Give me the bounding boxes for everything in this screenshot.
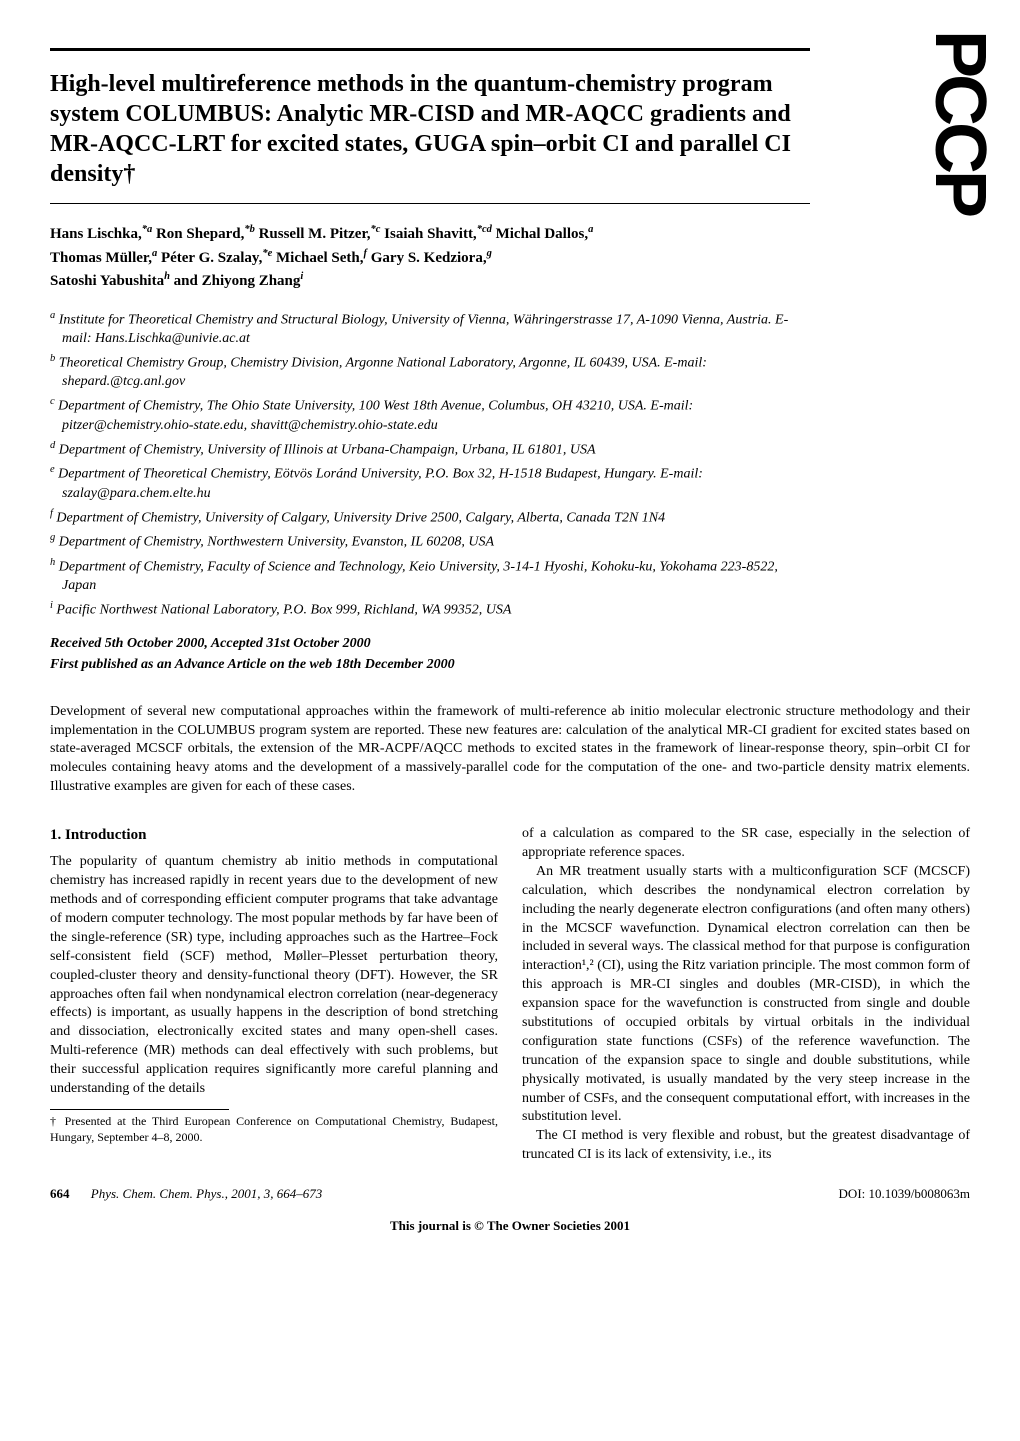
body-paragraph: of a calculation as compared to the SR c… — [522, 825, 970, 863]
author: Thomas Müller, — [50, 250, 152, 266]
affiliation: d Department of Chemistry, University of… — [50, 439, 810, 461]
aff-text: Department of Chemistry, Faculty of Scie… — [55, 560, 778, 594]
published-date: First published as an Advance Article on… — [50, 656, 810, 675]
author: Isaiah Shavitt, — [384, 226, 477, 242]
affiliation: c Department of Chemistry, The Ohio Stat… — [50, 395, 810, 435]
affiliation: b Theoretical Chemistry Group, Chemistry… — [50, 352, 810, 392]
abstract: Development of several new computational… — [50, 703, 970, 797]
affil-sup: a — [152, 248, 157, 259]
publication-dates: Received 5th October 2000, Accepted 31st… — [50, 635, 810, 675]
affiliation: h Department of Chemistry, Faculty of Sc… — [50, 556, 810, 596]
affiliation-list: a Institute for Theoretical Chemistry an… — [50, 309, 810, 621]
affil-sup: i — [300, 271, 303, 282]
author: Gary S. Kedziora, — [371, 250, 487, 266]
aff-text: Institute for Theoretical Chemistry and … — [55, 312, 788, 346]
aff-text: Department of Chemistry, Northwestern Un… — [55, 535, 494, 550]
author: Russell M. Pitzer, — [259, 226, 371, 242]
footnote-separator — [50, 1109, 229, 1110]
body-columns: 1. Introduction The popularity of quantu… — [50, 825, 970, 1165]
affil-sup: *cd — [477, 224, 492, 235]
aff-text: Department of Chemistry, The Ohio State … — [55, 399, 694, 433]
journal-citation: Phys. Chem. Chem. Phys., 2001, 3, 664–67… — [91, 1186, 322, 1201]
affil-sup: *e — [262, 248, 272, 259]
affil-sup: h — [164, 271, 170, 282]
top-rule — [50, 48, 810, 51]
author: Péter G. Szalay, — [161, 250, 262, 266]
affil-sup: g — [487, 248, 492, 259]
affiliation: a Institute for Theoretical Chemistry an… — [50, 309, 810, 349]
aff-text: Department of Theoretical Chemistry, Eöt… — [55, 467, 703, 501]
affil-sup: a — [588, 224, 593, 235]
affiliation: f Department of Chemistry, University of… — [50, 507, 810, 529]
doi: DOI: 10.1039/b008063m — [839, 1185, 970, 1203]
affil-sup: *a — [142, 224, 153, 235]
author: and Zhiyong Zhang — [174, 273, 301, 289]
page-number: 664 — [50, 1186, 70, 1201]
copyright-line: This journal is © The Owner Societies 20… — [50, 1217, 970, 1235]
aff-text: Pacific Northwest National Laboratory, P… — [53, 603, 512, 618]
author-list: Hans Lischka,*a Ron Shepard,*b Russell M… — [50, 222, 810, 293]
aff-text: Theoretical Chemistry Group, Chemistry D… — [55, 356, 707, 390]
affil-sup: *c — [370, 224, 380, 235]
title-rule — [50, 203, 810, 204]
aff-text: Department of Chemistry, University of C… — [53, 510, 665, 525]
column-left: 1. Introduction The popularity of quantu… — [50, 825, 498, 1165]
affil-sup: f — [364, 248, 368, 259]
article-title: High-level multireference methods in the… — [50, 69, 810, 189]
affiliation: e Department of Theoretical Chemistry, E… — [50, 463, 810, 503]
affiliation: g Department of Chemistry, Northwestern … — [50, 531, 810, 553]
section-heading: 1. Introduction — [50, 825, 498, 845]
author: Michael Seth, — [276, 250, 364, 266]
author: Satoshi Yabushita — [50, 273, 164, 289]
author: Michal Dallos, — [496, 226, 589, 242]
page-footer: 664 Phys. Chem. Chem. Phys., 2001, 3, 66… — [50, 1185, 970, 1203]
journal-logo: PCCP — [929, 30, 990, 214]
author: Ron Shepard, — [156, 226, 244, 242]
footnote: † Presented at the Third European Confer… — [50, 1114, 498, 1145]
aff-text: Department of Chemistry, University of I… — [55, 442, 595, 457]
body-paragraph: An MR treatment usually starts with a mu… — [522, 863, 970, 1127]
column-right: of a calculation as compared to the SR c… — [522, 825, 970, 1165]
received-date: Received 5th October 2000, Accepted 31st… — [50, 635, 810, 654]
body-paragraph: The CI method is very flexible and robus… — [522, 1127, 970, 1165]
body-paragraph: The popularity of quantum chemistry ab i… — [50, 853, 498, 1099]
affiliation: i Pacific Northwest National Laboratory,… — [50, 599, 810, 621]
author: Hans Lischka, — [50, 226, 142, 242]
affil-sup: *b — [244, 224, 255, 235]
